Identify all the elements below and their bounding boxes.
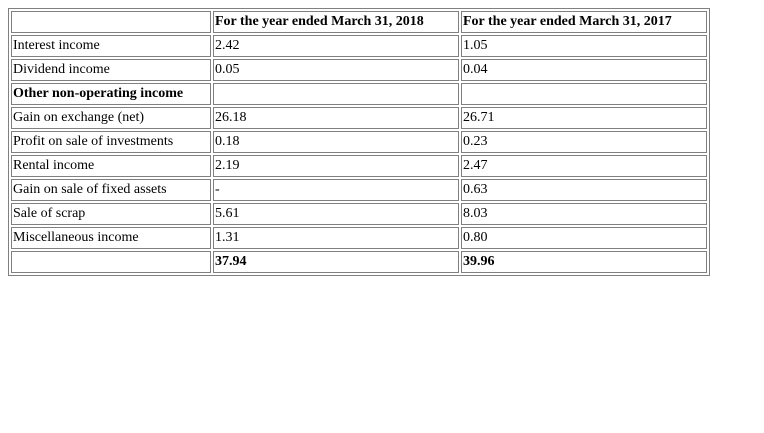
table-row: Dividend income 0.05 0.04: [11, 59, 707, 81]
row-label: Profit on sale of investments: [11, 131, 211, 153]
value-2017: 8.03: [461, 203, 707, 225]
value-2017: 1.05: [461, 35, 707, 57]
value-2017: 2.47: [461, 155, 707, 177]
table-row: Sale of scrap 5.61 8.03: [11, 203, 707, 225]
header-cell-2018: For the year ended March 31, 2018: [213, 11, 459, 33]
total-2018: 37.94: [213, 251, 459, 273]
value-2018: 0.05: [213, 59, 459, 81]
value-2017: [461, 83, 707, 105]
value-2018: 0.18: [213, 131, 459, 153]
table-row: Miscellaneous income 1.31 0.80: [11, 227, 707, 249]
header-row: For the year ended March 31, 2018 For th…: [11, 11, 707, 33]
row-label: Gain on exchange (net): [11, 107, 211, 129]
header-cell-2017: For the year ended March 31, 2017: [461, 11, 707, 33]
value-2018: 26.18: [213, 107, 459, 129]
value-2017: 0.63: [461, 179, 707, 201]
table-row: Rental income 2.19 2.47: [11, 155, 707, 177]
total-label: [11, 251, 211, 273]
value-2018: 2.42: [213, 35, 459, 57]
section-heading: Other non-operating income: [11, 83, 211, 105]
total-2017: 39.96: [461, 251, 707, 273]
row-label: Rental income: [11, 155, 211, 177]
value-2018: 1.31: [213, 227, 459, 249]
row-label: Miscellaneous income: [11, 227, 211, 249]
table-row: Interest income 2.42 1.05: [11, 35, 707, 57]
header-cell-empty: [11, 11, 211, 33]
financial-table: For the year ended March 31, 2018 For th…: [8, 8, 710, 276]
table-row: Gain on exchange (net) 26.18 26.71: [11, 107, 707, 129]
value-2017: 0.23: [461, 131, 707, 153]
table-row: Gain on sale of fixed assets - 0.63: [11, 179, 707, 201]
value-2018: -: [213, 179, 459, 201]
row-label: Sale of scrap: [11, 203, 211, 225]
row-label: Dividend income: [11, 59, 211, 81]
value-2018: 2.19: [213, 155, 459, 177]
row-label: Gain on sale of fixed assets: [11, 179, 211, 201]
total-row: 37.94 39.96: [11, 251, 707, 273]
table-row: Other non-operating income: [11, 83, 707, 105]
value-2017: 0.80: [461, 227, 707, 249]
value-2018: [213, 83, 459, 105]
value-2017: 0.04: [461, 59, 707, 81]
value-2018: 5.61: [213, 203, 459, 225]
value-2017: 26.71: [461, 107, 707, 129]
row-label: Interest income: [11, 35, 211, 57]
table-row: Profit on sale of investments 0.18 0.23: [11, 131, 707, 153]
